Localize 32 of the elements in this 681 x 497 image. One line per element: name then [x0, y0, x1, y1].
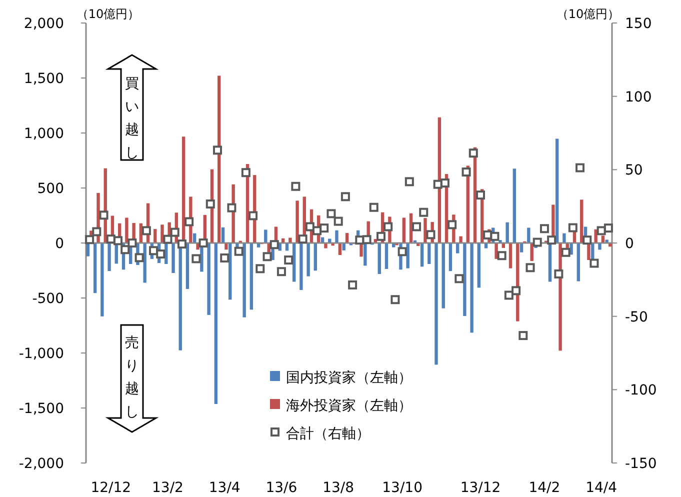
- y2-tick-label: -50: [625, 309, 648, 326]
- x-tick-label: 13/10: [382, 480, 422, 496]
- y2-tick-label: -150: [625, 456, 657, 472]
- legend-label: 国内投資家（左軸）: [286, 370, 412, 386]
- legend-label: 海外投資家（左軸）: [286, 398, 412, 414]
- y-tick-label: 1,000: [24, 126, 64, 142]
- y-tick-label: 1,500: [24, 71, 64, 87]
- y-axis-title: （10億円）: [76, 7, 140, 21]
- y-tick-label: 0: [55, 236, 64, 252]
- annotation: 買い越し: [125, 76, 139, 161]
- x-tick-label: 13/2: [152, 480, 184, 496]
- x-tick-label: 13/12: [460, 480, 501, 496]
- y2-tick-label: 0: [625, 236, 634, 252]
- y-tick-label: 2,000: [24, 16, 64, 32]
- x-tick-label: 13/6: [266, 480, 298, 496]
- y2-tick-label: 100: [625, 89, 652, 106]
- y2-tick-label: 50: [625, 162, 643, 179]
- y2-axis-title: （10億円）: [556, 7, 620, 21]
- x-tick-label: 13/4: [208, 480, 240, 496]
- annotation: 売り越し: [125, 335, 139, 420]
- x-tick-label: 12/12: [90, 480, 132, 496]
- x-tick-label: 14/4: [586, 480, 618, 496]
- y-tick-label: -1,500: [18, 401, 64, 417]
- y-tick-label: -500: [32, 291, 64, 307]
- legend-label: 合計（右軸）: [286, 426, 370, 442]
- y2-tick-label: 150: [625, 16, 652, 32]
- y-tick-label: -2,000: [18, 456, 64, 472]
- x-tick-label: 13/8: [322, 480, 354, 496]
- y2-tick-label: -100: [625, 382, 657, 399]
- y-tick-label: -1,000: [18, 346, 64, 362]
- x-tick-label: 14/2: [528, 480, 560, 496]
- y-tick-label: 500: [37, 181, 64, 197]
